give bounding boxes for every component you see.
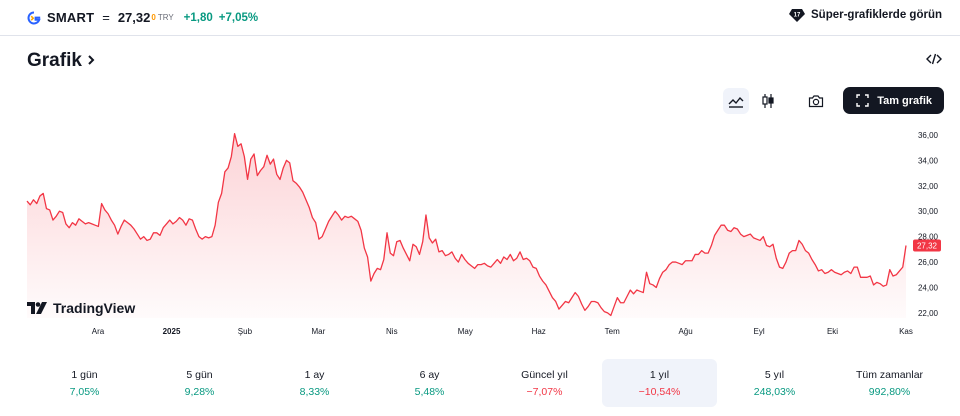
camera-icon	[808, 94, 824, 108]
last-price-tag	[913, 239, 941, 252]
y-tick-label: 30,00	[918, 207, 939, 216]
candles-icon	[761, 93, 775, 109]
period-label: Tüm zamanlar	[855, 368, 924, 381]
x-tick-label: 2025	[163, 327, 181, 336]
ticker-change-pct: +7,05%	[218, 11, 259, 24]
chevron-right-icon	[86, 50, 96, 72]
ticker-symbol: SMART	[47, 10, 95, 25]
diamond-tv-icon: 17	[789, 7, 805, 23]
x-tick-label: Mar	[312, 327, 326, 336]
price-market-status: 0	[151, 13, 156, 22]
svg-text:17: 17	[794, 13, 801, 19]
chart-section-title[interactable]: Grafik	[27, 50, 96, 72]
price-line	[26, 132, 907, 317]
y-tick-label: 34,00	[918, 156, 939, 165]
y-tick-label: 26,00	[918, 258, 939, 267]
period-tab-ytd[interactable]: Güncel yıl −7,07%	[487, 359, 602, 407]
equals-sign: =	[102, 10, 110, 25]
period-label: 5 yıl	[764, 368, 785, 381]
y-tick-label: 32,00	[918, 182, 939, 191]
tv-logo-text: TradingView	[53, 300, 136, 316]
price-area-fill	[27, 133, 906, 318]
x-tick-label: Haz	[532, 327, 546, 336]
company-logo-icon	[27, 11, 41, 25]
chart-toolbar: Tam grafik	[723, 87, 944, 114]
period-change: −7,07%	[526, 385, 563, 398]
x-tick-label: Eyl	[754, 327, 765, 336]
x-tick-label: Ağu	[678, 327, 692, 336]
period-change: 248,03%	[753, 385, 796, 398]
fullscreen-chart-button[interactable]: Tam grafik	[843, 87, 944, 114]
period-tab-all[interactable]: Tüm zamanlar 992,80%	[832, 359, 947, 407]
period-tab-5d[interactable]: 5 gün 9,28%	[142, 359, 257, 407]
tradingview-logo[interactable]: TradingView	[27, 300, 135, 316]
x-tick-label: Ara	[92, 327, 105, 336]
x-tick-label: Kas	[899, 327, 913, 336]
period-change: 9,28%	[184, 385, 215, 398]
period-label: 1 yıl	[649, 368, 670, 381]
period-label: 5 gün	[186, 368, 213, 381]
area-chart-icon	[728, 94, 744, 108]
fullscreen-label: Tam grafik	[877, 94, 932, 107]
period-tab-1y[interactable]: 1 yıl −10,54%	[602, 359, 717, 407]
y-tick-label: 28,00	[918, 233, 939, 242]
super-charts-label: Süper-grafiklerde görün	[811, 9, 942, 21]
x-tick-label: Tem	[605, 327, 620, 336]
period-change: −10,54%	[638, 385, 681, 398]
screenshot-button[interactable]	[803, 88, 829, 114]
tv-logo-icon	[27, 302, 49, 314]
fullscreen-icon	[856, 94, 869, 107]
period-tab-1d[interactable]: 1 gün 7,05%	[27, 359, 142, 407]
period-change: 992,80%	[868, 385, 911, 398]
x-tick-label: May	[458, 327, 473, 336]
period-change: 5,48%	[414, 385, 445, 398]
ticker-change-abs: +1,80	[183, 11, 213, 24]
period-label: Güncel yıl	[521, 368, 568, 381]
ticker-price: 27,32	[117, 10, 151, 25]
period-label: 1 ay	[304, 368, 325, 381]
super-charts-link[interactable]: 17 Süper-grafiklerde görün	[789, 7, 942, 23]
last-price-label: 27,32	[917, 242, 938, 251]
price-chart[interactable]: 36,00 34,00 32,00 30,00 28,00 26,00 24,00 22,00…	[0, 118, 960, 343]
period-change: 7,05%	[69, 385, 100, 398]
page-title: Grafik	[27, 50, 82, 71]
period-tab-6m[interactable]: 6 ay 5,48%	[372, 359, 487, 407]
x-tick-label: Şub	[238, 327, 253, 336]
y-tick-label: 24,00	[918, 284, 939, 293]
period-change: 8,33%	[299, 385, 330, 398]
y-tick-label: 36,00	[918, 131, 939, 140]
period-selector: 1 gün 7,05% 5 gün 9,28% 1 ay 8,33% 6 ay …	[27, 359, 947, 407]
candles-chart-button[interactable]	[755, 88, 781, 114]
period-label: 6 ay	[419, 368, 440, 381]
x-tick-label: Nis	[386, 327, 398, 336]
x-tick-label: Eki	[827, 327, 838, 336]
period-tab-5y[interactable]: 5 yıl 248,03%	[717, 359, 832, 407]
price-chart-svg: 36,00 34,00 32,00 30,00 28,00 26,00 24,00 22,00…	[26, 131, 941, 336]
period-tab-1m[interactable]: 1 ay 8,33%	[257, 359, 372, 407]
area-chart-button[interactable]	[723, 87, 750, 114]
ticker-currency: TRY	[157, 13, 174, 22]
period-label: 1 gün	[71, 368, 98, 381]
y-tick-label: 22,00	[918, 309, 939, 318]
ticker-bar: SMART = 27,32 0 TRY +1,80 +7,05% 17 Süpe…	[0, 0, 960, 36]
embed-code-icon[interactable]	[926, 52, 942, 66]
